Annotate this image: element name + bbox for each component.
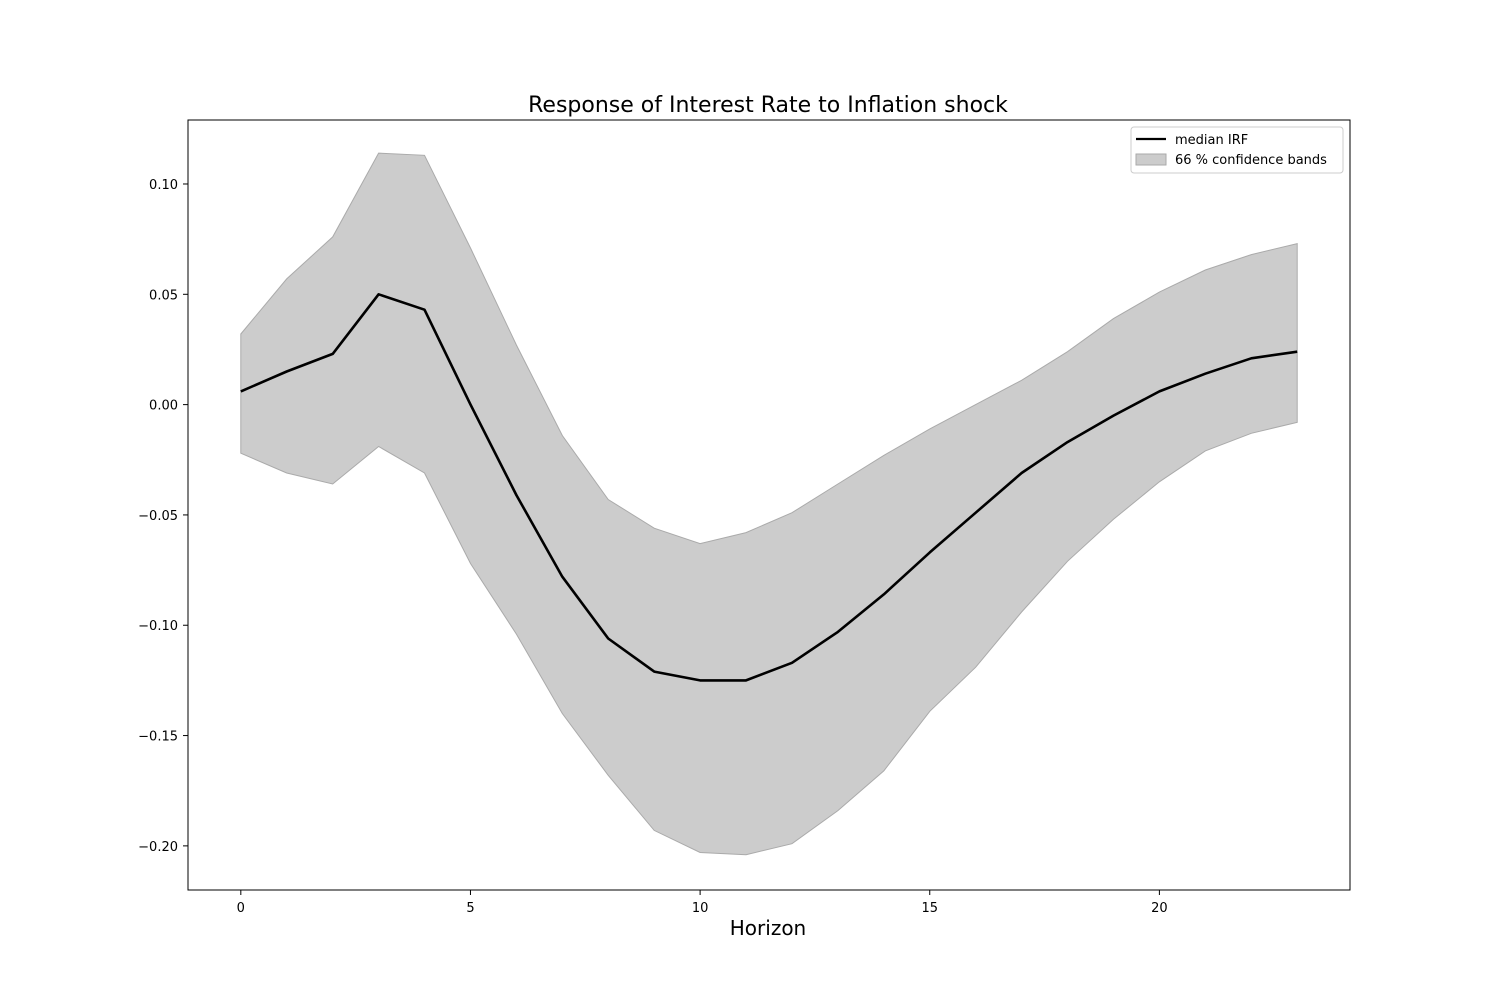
x-tick-label: 15: [921, 901, 938, 916]
y-tick-label: 0.10: [149, 178, 178, 193]
x-tick-label: 10: [692, 901, 709, 916]
y-tick-label: −0.15: [138, 730, 178, 745]
y-axis: 0.10 0.05 0.00 −0.05 −0.10 −0.15 −0.20: [138, 178, 188, 855]
x-axis: 0 5 10 15 20: [237, 890, 1168, 916]
y-tick-label: 0.05: [149, 288, 178, 303]
y-tick-label: −0.10: [138, 619, 178, 634]
x-tick-label: 5: [466, 901, 474, 916]
legend-median-label: median IRF: [1175, 133, 1248, 148]
legend: median IRF 66 % confidence bands: [1130, 126, 1344, 174]
legend-band-swatch: [1135, 153, 1167, 166]
plot-frame: [187, 119, 1351, 891]
chart-title: Response of Interest Rate to Inflation s…: [528, 93, 1008, 118]
legend-band-label: 66 % confidence bands: [1175, 153, 1327, 168]
confidence-band: [240, 152, 1298, 856]
y-tick-label: −0.20: [138, 840, 178, 855]
plot-area: [240, 152, 1298, 856]
legend-frame: [1130, 126, 1344, 174]
median-irf-line: [240, 292, 1298, 682]
x-axis-label: Horizon: [730, 916, 806, 940]
y-tick-label: 0.00: [149, 399, 178, 414]
x-tick-label: 20: [1151, 901, 1168, 916]
x-tick-label: 0: [237, 901, 245, 916]
y-tick-label: −0.05: [138, 509, 178, 524]
